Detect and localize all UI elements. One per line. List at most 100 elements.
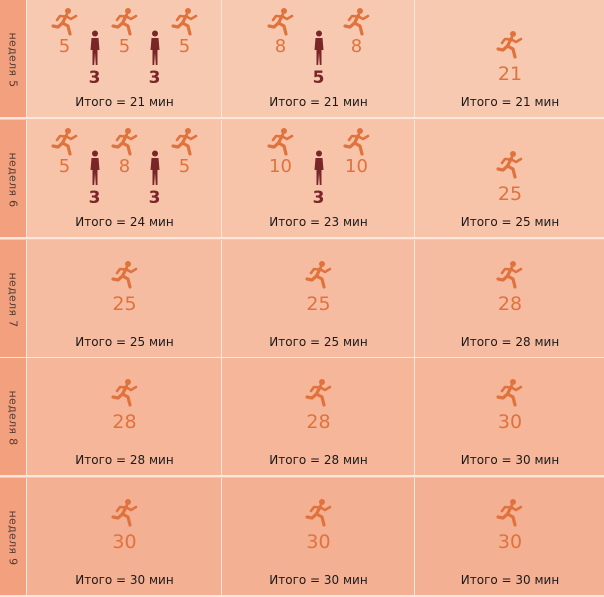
- day-total: Итого = 23 мин: [269, 215, 368, 229]
- day-cell: 25 Итого = 25 мин: [414, 120, 604, 239]
- day-cell: 25 Итого = 25 мин: [26, 240, 222, 359]
- week-row: неделя 8 28 Итого = 28 мин 28 Итого = 28 м…: [0, 358, 604, 477]
- walk-minutes: 3: [312, 188, 325, 208]
- runner-icon: [266, 7, 296, 37]
- day-cell: 10 3 10 Итого = 23 мин: [221, 120, 415, 239]
- runner-icon: [110, 498, 140, 528]
- runner-icon: [495, 150, 525, 180]
- run-minutes: 30: [306, 531, 331, 553]
- runner-icon: [110, 378, 140, 408]
- run-minutes: 28: [497, 293, 523, 315]
- walk-minutes: 3: [88, 68, 101, 88]
- day-total: Итого = 25 мин: [75, 335, 174, 349]
- walker-icon: [148, 150, 162, 186]
- walker-icon: [312, 150, 326, 186]
- day-total: Итого = 25 мин: [460, 215, 560, 229]
- run-minutes: 5: [178, 156, 191, 177]
- day-cell: 28 Итого = 28 мин: [221, 358, 415, 477]
- runner-icon: [304, 260, 334, 290]
- run-minutes: 28: [112, 411, 137, 433]
- day-total: Итого = 28 мин: [269, 453, 368, 467]
- runner-icon: [342, 7, 372, 37]
- run-minutes: 28: [306, 411, 331, 433]
- runner-icon: [304, 378, 334, 408]
- run-minutes: 8: [274, 36, 287, 57]
- run-minutes: 30: [112, 531, 137, 553]
- run-minutes: 25: [112, 293, 137, 315]
- runner-icon: [110, 7, 140, 37]
- run-minutes: 25: [497, 183, 523, 205]
- walker-icon: [88, 30, 102, 66]
- day-total: Итого = 21 мин: [75, 95, 174, 109]
- week-tab: неделя 9: [0, 478, 26, 597]
- day-total: Итого = 24 мин: [75, 215, 174, 229]
- run-minutes: 10: [269, 156, 292, 177]
- day-total: Итого = 30 мин: [460, 573, 560, 587]
- runner-icon: [495, 378, 525, 408]
- week-label: неделя 8: [6, 390, 20, 445]
- week-label: неделя 7: [6, 272, 20, 327]
- week-row: неделя 9 30 Итого = 30 мин 30 Итого = 30 м…: [0, 478, 604, 597]
- day-cell: 30 Итого = 30 мин: [414, 478, 604, 597]
- row-divider: [0, 237, 604, 239]
- day-cell: 8 5 8 Итого = 21 мин: [221, 0, 415, 119]
- day-total: Итого = 30 мин: [269, 573, 368, 587]
- run-minutes: 5: [178, 36, 191, 57]
- run-minutes: 30: [497, 411, 523, 433]
- week-row: неделя 6 5 3 8 3 5 Итого = 24 мин 10 3 10…: [0, 120, 604, 239]
- row-divider: [0, 117, 604, 119]
- day-total: Итого = 30 мин: [75, 573, 174, 587]
- runner-icon: [495, 30, 525, 60]
- walk-minutes: 3: [148, 68, 161, 88]
- day-cell: 30 Итого = 30 мин: [414, 358, 604, 477]
- day-cell: 30 Итого = 30 мин: [221, 478, 415, 597]
- runner-icon: [50, 7, 80, 37]
- week-label: неделя 6: [6, 152, 20, 207]
- run-minutes: 10: [345, 156, 368, 177]
- walker-icon: [148, 30, 162, 66]
- week-row: неделя 7 25 Итого = 25 мин 25 Итого = 25 м…: [0, 240, 604, 359]
- runner-icon: [304, 498, 334, 528]
- day-cell: 30 Итого = 30 мин: [26, 478, 222, 597]
- walk-minutes: 3: [88, 188, 101, 208]
- runner-icon: [342, 127, 372, 157]
- week-tab: неделя 6: [0, 120, 26, 239]
- week-label: неделя 9: [6, 510, 20, 565]
- day-cell: 5 3 5 3 5 Итого = 21 мин: [26, 0, 222, 119]
- run-minutes: 25: [306, 293, 331, 315]
- day-total: Итого = 30 мин: [460, 453, 560, 467]
- week-row: неделя 5 5 3 5 3 5 Итого = 21 мин 8 5 8 Ит…: [0, 0, 604, 119]
- day-cell: 21 Итого = 21 мин: [414, 0, 604, 119]
- run-minutes: 5: [58, 156, 71, 177]
- run-minutes: 8: [350, 36, 363, 57]
- runner-icon: [495, 260, 525, 290]
- day-total: Итого = 28 мин: [460, 335, 560, 349]
- row-divider: [0, 595, 604, 597]
- walker-icon: [312, 30, 326, 66]
- day-total: Итого = 28 мин: [75, 453, 174, 467]
- run-minutes: 30: [497, 531, 523, 553]
- day-total: Итого = 21 мин: [460, 95, 560, 109]
- runner-icon: [170, 7, 200, 37]
- run-minutes: 5: [58, 36, 71, 57]
- week-tab: неделя 8: [0, 358, 26, 477]
- run-minutes: 21: [497, 63, 523, 85]
- runner-icon: [50, 127, 80, 157]
- day-cell: 5 3 8 3 5 Итого = 24 мин: [26, 120, 222, 239]
- walk-minutes: 3: [148, 188, 161, 208]
- day-total: Итого = 21 мин: [269, 95, 368, 109]
- day-cell: 28 Итого = 28 мин: [414, 240, 604, 359]
- week-tab: неделя 7: [0, 240, 26, 359]
- run-minutes: 8: [118, 156, 131, 177]
- day-total: Итого = 25 мин: [269, 335, 368, 349]
- row-divider: [0, 475, 604, 477]
- runner-icon: [170, 127, 200, 157]
- week-label: неделя 5: [6, 32, 20, 87]
- runner-icon: [495, 498, 525, 528]
- runner-icon: [110, 260, 140, 290]
- run-minutes: 5: [118, 36, 131, 57]
- day-cell: 25 Итого = 25 мин: [221, 240, 415, 359]
- week-tab: неделя 5: [0, 0, 26, 119]
- day-cell: 28 Итого = 28 мин: [26, 358, 222, 477]
